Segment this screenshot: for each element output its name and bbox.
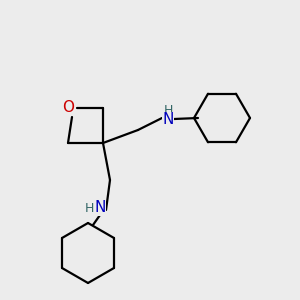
Text: O: O — [62, 100, 74, 116]
Text: H: H — [84, 202, 94, 214]
Text: N: N — [162, 112, 174, 128]
Text: H: H — [163, 103, 173, 116]
Text: N: N — [94, 200, 106, 215]
